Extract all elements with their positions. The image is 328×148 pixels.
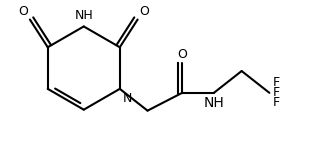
Text: O: O bbox=[177, 48, 187, 61]
Text: F: F bbox=[272, 76, 279, 89]
Text: NH: NH bbox=[204, 96, 224, 110]
Text: F: F bbox=[272, 86, 279, 99]
Text: O: O bbox=[18, 5, 28, 17]
Text: F: F bbox=[272, 96, 279, 109]
Text: NH: NH bbox=[74, 9, 93, 22]
Text: O: O bbox=[140, 5, 150, 17]
Text: N: N bbox=[123, 92, 132, 105]
